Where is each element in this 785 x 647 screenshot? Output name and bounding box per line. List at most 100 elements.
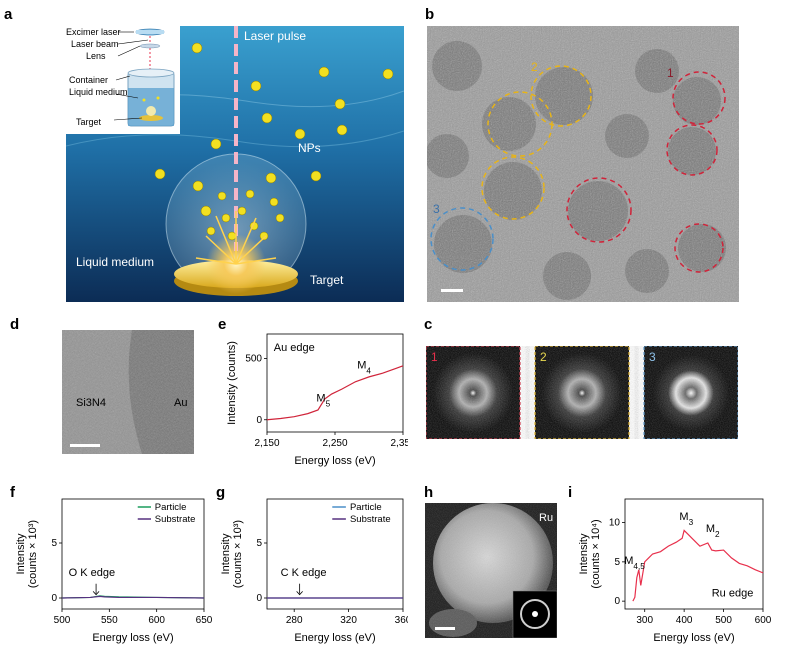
legend-label: Substrate [350,514,391,525]
laser-pulse-label: Laser pulse [244,29,306,43]
x-tick-label: 320 [340,615,357,626]
chart-g-c-k-edge: 280 320 360 0 5 Energy loss (eV) Intensity(cou… [220,498,408,644]
x-tick-label: 600 [755,615,772,626]
panel-label-g: g [216,484,226,501]
nps-label: NPs [298,141,321,155]
panel-label-b: b [425,6,435,23]
x-tick-label: 550 [101,615,118,626]
fft-label-1: 1 [431,350,438,364]
fft-3: 3 [643,346,738,439]
fft-label-2: 2 [540,350,547,364]
tem-circle-label-1: 1 [667,66,674,80]
panel-label-c: c [424,316,433,333]
chart-e-au-edge: 2,150 2,250 2,350 0 500 Energy loss (eV) Inten… [226,333,408,467]
y-tick-label: 5 [51,538,57,549]
panel-label-f: f [10,484,15,501]
legend-label: Particle [155,502,187,513]
y-axis-label: (counts × 10⁴) [590,519,602,588]
x-axis-label: Energy loss (eV) [92,632,173,644]
x-tick-label: 400 [676,615,693,626]
y-axis-label: Intensity [578,533,590,574]
edge-arrowhead [92,591,100,596]
inset-label-laser-beam: Laser beam [71,39,119,49]
y-tick-label: 0 [256,415,262,426]
x-tick-label: 2,250 [322,438,347,449]
peak-label-m45: M4,5 [624,555,645,571]
y-tick-label: 0 [614,596,620,607]
ablation-spikes [195,211,277,265]
x-axis-label: Energy loss (eV) [294,632,375,644]
plot-frame [61,498,205,610]
y-tick-label: 10 [609,518,621,529]
fft-2: 2 [534,346,630,439]
y-axis-label: (counts × 10³) [27,520,39,588]
x-tick-label: 650 [196,615,213,626]
panel-label-i: i [568,484,573,501]
x-axis-label: Energy loss (eV) [294,455,375,467]
inset-labels: Excimer laser Laser beam Lens Container … [66,27,128,127]
c-k-edge-label: C K edge [281,567,327,579]
panel-label-e: e [218,316,227,333]
x-tick-label: 2,350 [390,438,408,449]
panel-label-d: d [10,316,20,333]
inset-label-liquid: Liquid medium [69,87,128,97]
nanoparticles [154,42,394,241]
y-tick-label: 5 [256,538,262,549]
series-line-substrate [61,595,205,599]
chart-e-title: Au edge [274,342,315,354]
fft-label-3: 3 [649,350,656,364]
plot-frame [266,498,404,610]
x-tick-label: 280 [286,615,303,626]
y-tick-label: 0 [51,593,57,604]
x-axis-label: Energy loss (eV) [653,632,734,644]
inset-label-excimer: Excimer laser [66,27,121,37]
y-axis-label: Intensity [220,533,232,574]
peak-label-m3: M3 [679,511,693,527]
inset-label-container: Container [69,75,108,85]
panel-label-a: a [4,6,13,23]
chart-f-o-k-edge: 500 550 600 650 0 5 Energy loss (eV) Intensity(… [15,498,213,644]
series-line-data [632,529,764,602]
x-tick-label: 300 [636,615,653,626]
x-tick-label: 500 [715,615,732,626]
y-axis-label: Intensity [15,533,27,574]
ru-edge-label: Ru edge [712,587,754,599]
target-label: Target [310,273,344,287]
ru-label: Ru [539,512,553,524]
peak-label-m2: M2 [706,523,720,539]
peak-label: M5 [316,392,330,408]
fft-images: 1 2 3 [426,346,738,439]
y-tick-label: 500 [245,354,262,365]
x-tick-label: 500 [54,615,71,626]
inset-leader-lines [113,31,149,121]
inset-label-target: Target [76,117,102,127]
chart-i-ru-edge: 300 400 500 600 0 5 10 Energy loss (eV) Intensit… [578,498,772,644]
fft-1: 1 [426,346,521,439]
laser-ablation-illustration: Excimer laser Laser beam Lens Container … [66,26,404,302]
peak-label: M4 [357,359,371,375]
plot-frame [624,498,764,610]
x-tick-label: 600 [148,615,165,626]
x-tick-label: 2,150 [254,438,279,449]
edge-arrowhead [296,591,303,596]
legend-label: Substrate [155,514,196,525]
series-line-data [266,365,404,421]
o-k-edge-label: O K edge [69,567,115,579]
legend-label: Particle [350,502,382,513]
y-tick-label: 5 [614,557,620,568]
y-axis-label: Intensity (counts) [226,341,238,425]
si3n4-label: Si3N4 [76,397,106,409]
tem-circle-label-2: 2 [531,60,538,74]
hrtem-interface-image: Si3N4 Au [62,330,194,454]
scale-bar [441,289,463,292]
y-tick-label: 0 [256,593,262,604]
scale-bar-h [435,627,455,630]
panel-label-h: h [424,484,434,501]
liquid-medium-label: Liquid medium [76,255,154,269]
y-axis-label: (counts × 10³) [232,520,244,588]
ru-stem-image: Ru [425,503,557,638]
tem-circle-label-3: 3 [433,202,440,216]
au-label: Au [174,397,187,409]
tem-image: 1 2 3 [427,26,739,302]
x-tick-label: 360 [395,615,408,626]
